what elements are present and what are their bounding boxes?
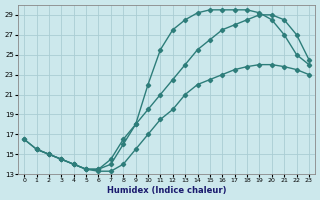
X-axis label: Humidex (Indice chaleur): Humidex (Indice chaleur): [107, 186, 226, 195]
